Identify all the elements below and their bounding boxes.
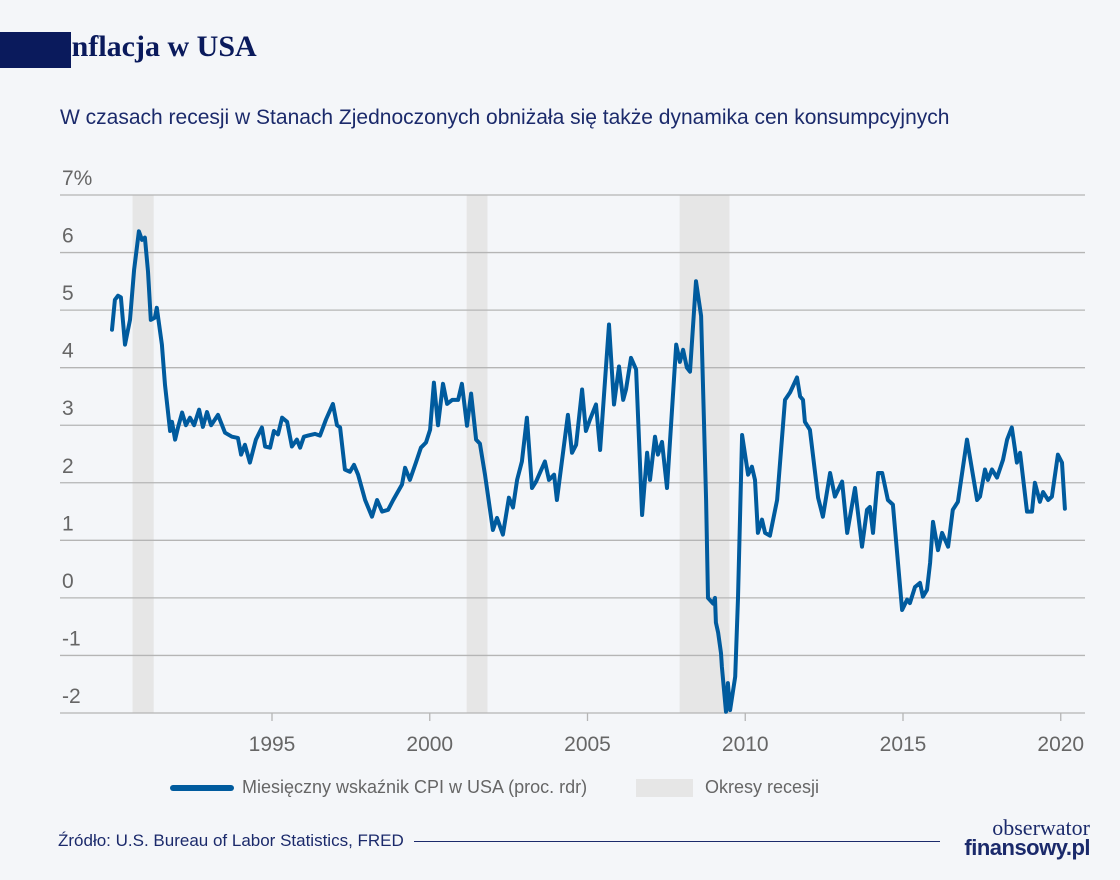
- footer-divider: [414, 841, 940, 842]
- x-tick-label: 2010: [722, 733, 769, 756]
- x-tick-label: 2015: [880, 733, 927, 756]
- recession-band: [132, 195, 154, 713]
- chart-subtitle: W czasach recesji w Stanach Zjednoczonyc…: [60, 106, 950, 129]
- y-tick-label: 0: [62, 570, 74, 593]
- y-tick-label: 3: [62, 397, 74, 420]
- x-tick-label: 2000: [406, 733, 453, 756]
- y-tick-label: -1: [62, 627, 81, 650]
- obserwator-finansowy-logo: obserwator finansowy.pl: [950, 815, 1090, 860]
- title-accent-bar: [0, 32, 71, 68]
- y-tick-label: -2: [62, 685, 81, 708]
- logo-line-1: obserwator: [992, 815, 1090, 840]
- page-title: Inflacja w USA: [60, 30, 257, 63]
- cpi-series-line: [110, 229, 1067, 714]
- logo-line-2: finansowy.pl: [964, 835, 1090, 860]
- legend-cpi-swatch: [170, 785, 234, 791]
- x-tick-label: 2020: [1037, 733, 1084, 756]
- legend-cpi-label: Miesięczny wskaźnik CPI w USA (proc. rdr…: [242, 777, 588, 797]
- y-tick-label: 2: [62, 455, 74, 478]
- y-tick-label: 5: [62, 282, 74, 305]
- legend-recession-label: Okresy recesji: [705, 777, 820, 797]
- y-tick-label: 1: [62, 512, 74, 535]
- y-tick-label: 4: [62, 340, 74, 363]
- y-tick-label: 6: [62, 225, 74, 248]
- x-tick-label: 2005: [564, 733, 611, 756]
- x-tick-label: 1995: [249, 733, 296, 756]
- recession-band: [466, 195, 488, 713]
- source-note: Źródło: U.S. Bureau of Labor Statistics,…: [58, 831, 404, 850]
- y-tick-label: 7%: [62, 167, 92, 190]
- legend-recession-swatch: [636, 779, 693, 797]
